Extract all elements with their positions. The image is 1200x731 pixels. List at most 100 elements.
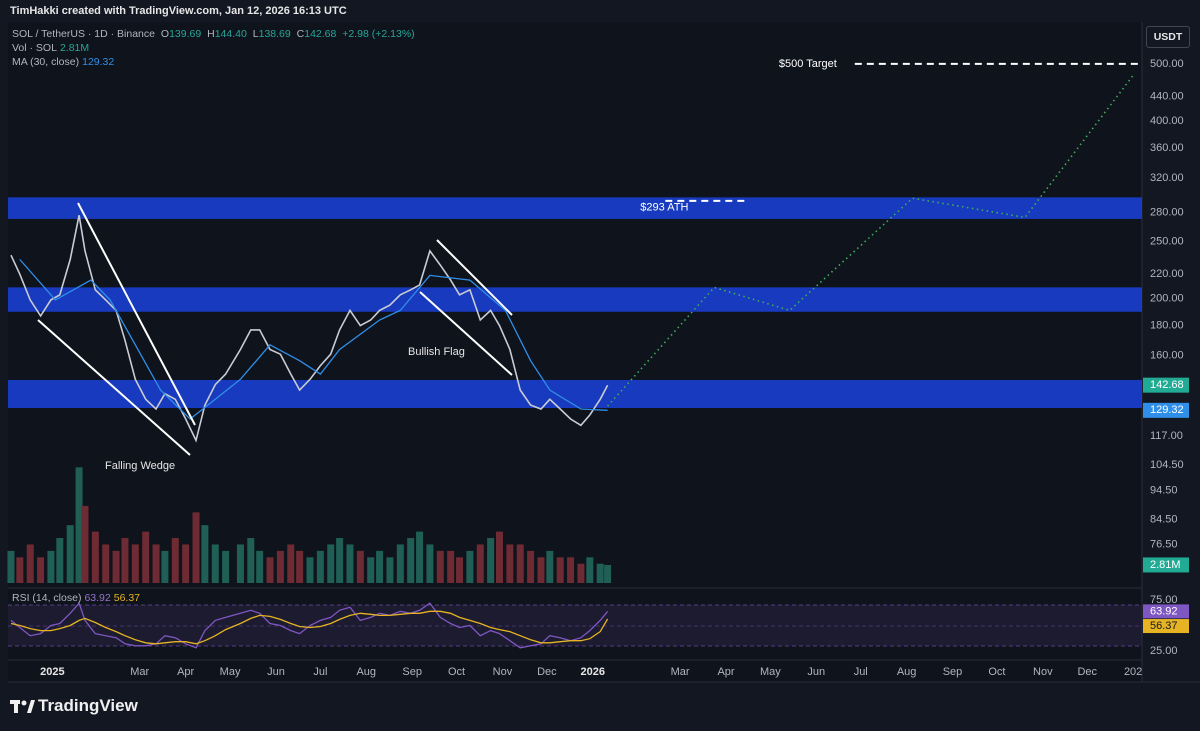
rsi-legend: RSI (14, close) 63.92 56.37 <box>12 591 143 605</box>
rsi-tick-label: 75.00 <box>1150 594 1178 606</box>
rsi-pane <box>10 601 609 649</box>
price-pane: $500 Target $293 ATH <box>10 58 1142 443</box>
legend-ma: MA (30, close) <box>12 56 80 68</box>
value-tag-label: 56.37 <box>1150 620 1178 632</box>
legend-rsi-value: 63.92 <box>84 592 111 604</box>
volume-bar <box>256 550 264 583</box>
rsi-tick-label: 25.00 <box>1150 645 1178 657</box>
volume-bar <box>516 544 524 583</box>
volume-bar <box>476 544 484 583</box>
annotation: Falling Wedge <box>105 460 176 472</box>
level-label: $500 Target <box>779 58 837 70</box>
logo-part <box>21 700 27 706</box>
volume-bar <box>407 538 415 583</box>
volume-bar <box>456 557 464 583</box>
volume-bar <box>121 538 129 583</box>
volume-bar <box>436 550 444 583</box>
ohlc-value: 138.69 <box>258 28 291 40</box>
volume-bar <box>416 531 424 583</box>
volume-bar <box>306 557 314 583</box>
volume-bar <box>192 512 200 583</box>
y-tick-label: 94.50 <box>1150 485 1178 497</box>
legend-ma-value: 129.32 <box>82 56 115 68</box>
y-tick-label: 180.00 <box>1150 320 1184 332</box>
x-tick-label: Nov <box>1033 666 1053 678</box>
y-tick-label: 200.00 <box>1150 293 1184 305</box>
flag-line <box>419 291 513 376</box>
ohlc-key: H <box>207 28 215 40</box>
ohlc-key: C <box>296 28 305 40</box>
legend-volume-value: 2.81M <box>59 42 90 54</box>
y-tick-label: 500.00 <box>1150 58 1184 70</box>
ohlc-key: L <box>252 28 259 40</box>
series-line <box>10 215 609 443</box>
y-tick-label: 160.00 <box>1150 350 1184 362</box>
x-tick-label: Aug <box>897 666 917 678</box>
volume-bar <box>91 531 99 583</box>
value-tag <box>1143 557 1189 573</box>
x-tick-label: Oct <box>448 666 465 678</box>
level-label: $293 ATH <box>640 202 688 214</box>
volume-bar <box>161 550 169 583</box>
x-tick-label: May <box>220 666 241 678</box>
volume-bar <box>276 550 284 583</box>
wedge-line <box>37 319 191 456</box>
volume-bar <box>346 544 354 583</box>
volume-bar <box>287 544 295 583</box>
volume-bar <box>567 557 575 583</box>
volume-bar <box>577 563 585 583</box>
zone <box>8 287 1142 312</box>
legend-row: Vol · SOL 2.81M <box>12 41 418 55</box>
volume-bar <box>247 538 255 583</box>
x-tick-label: Dec <box>1077 666 1097 678</box>
x-tick-label: Jun <box>267 666 285 678</box>
x-tick-label: Sep <box>402 666 422 678</box>
x-tick-label: Oct <box>988 666 1005 678</box>
y-tick-label: 360.00 <box>1150 142 1184 154</box>
currency-button[interactable]: USDT <box>1146 26 1190 48</box>
volume-bar <box>66 525 74 583</box>
volume-bar <box>201 525 209 583</box>
volume-bar <box>211 544 219 583</box>
volume-bar <box>426 544 434 583</box>
axes: 2025 Mar Apr May Jun Jul Aug Sep Oct Nov Dec 2026 Ma… <box>40 58 1189 678</box>
ohlc-value: 144.40 <box>214 28 247 40</box>
legend-rsi-ma-value: 56.37 <box>113 592 141 604</box>
volume-bar <box>386 557 394 583</box>
y-tick-label: 440.00 <box>1150 91 1184 103</box>
logo-part <box>14 700 18 713</box>
volume-bar <box>56 538 64 583</box>
flag-line <box>436 239 513 316</box>
volume-bar <box>112 550 120 583</box>
volume-bar <box>396 544 404 583</box>
volume-bar <box>266 557 274 583</box>
volume-bar <box>546 550 554 583</box>
y-tick-label: 220.00 <box>1150 268 1184 280</box>
volume-bar <box>47 550 55 583</box>
price-legend: SOL / TetherUS · 1D · Binance O139.69 H1… <box>12 27 418 69</box>
trend-lines <box>37 202 513 456</box>
volume-bar <box>604 564 612 583</box>
x-tick-label: Sep <box>943 666 963 678</box>
y-tick-label: 117.00 <box>1150 430 1183 442</box>
y-tick-label: 104.50 <box>1150 459 1184 471</box>
volume-bar <box>7 550 15 583</box>
volume-bar <box>487 538 495 583</box>
x-tick-label: Aug <box>356 666 376 678</box>
volume-bar <box>152 544 160 583</box>
volume-bar <box>142 531 150 583</box>
x-tick-label: Dec <box>537 666 557 678</box>
zone <box>8 197 1142 219</box>
volume-bar <box>26 544 34 583</box>
value-tag-label: 2.81M <box>1150 559 1181 571</box>
y-tick-label: 76.50 <box>1150 539 1178 551</box>
series-line <box>19 259 608 420</box>
value-tag <box>1143 377 1189 393</box>
y-tick-label: 320.00 <box>1150 172 1184 184</box>
volume-bar <box>586 557 594 583</box>
volume-bar <box>466 550 474 583</box>
legend-row: SOL / TetherUS · 1D · Binance O139.69 H1… <box>12 27 418 41</box>
ohlc-change: +2.98 (+2.13%) <box>342 28 415 40</box>
volume-bar <box>336 538 344 583</box>
